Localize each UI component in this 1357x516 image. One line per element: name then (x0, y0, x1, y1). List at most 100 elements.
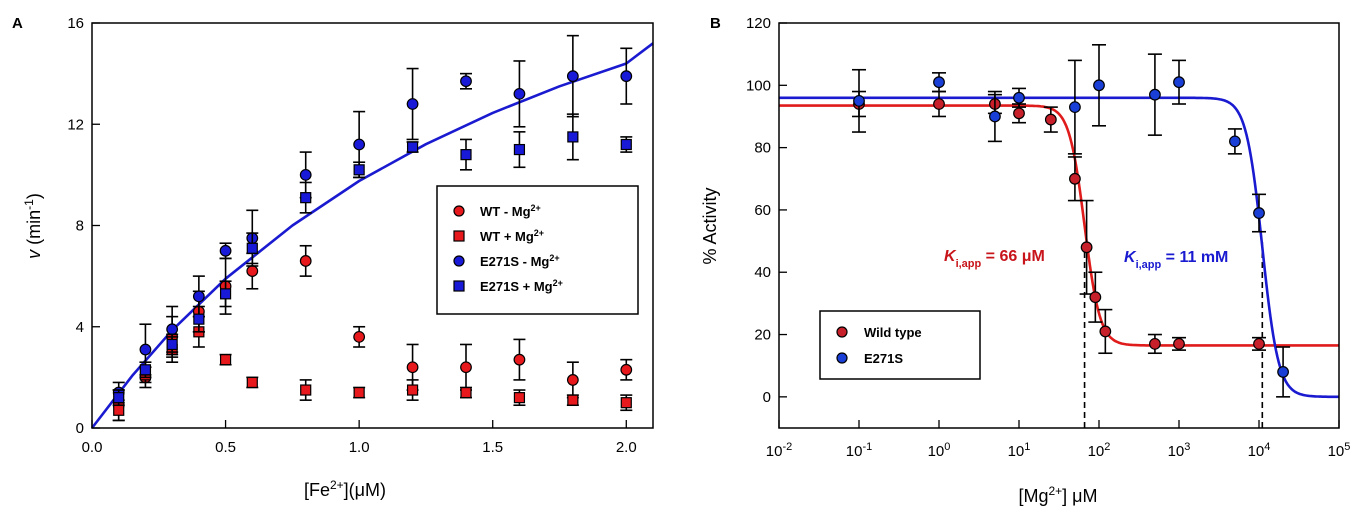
a-point-s0-9 (460, 361, 472, 374)
b-point-s1-0 (853, 94, 865, 107)
b-xtick-label-2: 100 (928, 441, 951, 460)
a-point-s0-6 (299, 255, 312, 267)
panel-b-data-points (852, 44, 1291, 398)
b-point-s0-9 (1149, 337, 1161, 350)
a-point-s3-10 (513, 143, 526, 156)
a-point-s2-2 (166, 323, 179, 336)
panel-a-y-ticks: 0 4 8 12 16 (67, 15, 100, 437)
b-point-s0-4 (1044, 113, 1057, 126)
panel-a: A v (min-1) [Fe2+](μM) 0 4 8 12 16 0.0 0.5 1.0… (12, 15, 654, 500)
b-xtick-label-3: 101 (1008, 441, 1031, 460)
a-point-s3-7 (353, 164, 365, 176)
annotation-ki-e271s: Ki,app = 11 mM (1124, 249, 1228, 271)
b-point-s0-1 (933, 98, 945, 110)
b-point-s0-10 (1173, 337, 1185, 350)
panel-a-x-ticks: 0.0 0.5 1.0 1.5 2.0 (82, 420, 637, 456)
legend-marker-e271s-minus (453, 255, 465, 267)
panel-b-plot-frame (778, 22, 1340, 429)
a-point-s2-12 (620, 70, 633, 83)
b-point-s1-4 (1069, 101, 1081, 114)
a-ytick-label-2: 8 (76, 218, 84, 235)
a-point-s2-9 (460, 75, 472, 88)
a-point-s3-6 (300, 192, 312, 204)
a-point-s0-8 (406, 361, 419, 374)
a-point-s3-5 (246, 242, 258, 254)
legend-marker-wild-type (836, 326, 848, 338)
b-xtick-label-1: 10-1 (846, 441, 872, 460)
b-xtick-label-0: 10-2 (766, 441, 792, 460)
b-ytick-label-6: 120 (746, 15, 771, 32)
legend-label-wild-type: Wild type (864, 325, 922, 340)
b-point-s1-5 (1093, 79, 1105, 92)
legend-label-e271s-minus: E271S - Mg2+ (480, 253, 560, 269)
a-point-s2-11 (566, 70, 579, 83)
b-point-s1-3 (1013, 91, 1025, 104)
legend-label-wt-minus: WT - Mg2+ (480, 203, 541, 219)
panel-a-fit-curve (90, 42, 654, 429)
panel-b-x-ticks: 10-2 10-1 100 101 102 103 104 105 (766, 420, 1350, 460)
panel-a-ylabel: v (min-1) (22, 193, 44, 259)
panel-b-ylabel: % Activity (700, 187, 720, 264)
panel-b-legend-box (819, 310, 981, 380)
b-point-s1-7 (1173, 76, 1185, 89)
a-point-s3-11 (567, 131, 579, 143)
a-point-s1-7 (353, 386, 365, 399)
b-ytick-label-2: 40 (754, 264, 771, 281)
panel-a-plot-frame (91, 22, 654, 429)
a-point-s2-4 (219, 244, 232, 257)
b-xtick-label-5: 103 (1168, 441, 1191, 460)
a-point-s2-6 (299, 168, 312, 181)
b-ytick-label-5: 100 (746, 77, 771, 94)
legend-label-e271s-plus: E271S + Mg2+ (480, 278, 563, 294)
a-xtick-label-0: 0.0 (82, 439, 103, 456)
b-ytick-label-3: 60 (754, 202, 771, 219)
legend-label-wt-plus: WT + Mg2+ (480, 228, 544, 244)
a-point-s3-2 (166, 338, 178, 351)
a-point-s1-10 (513, 392, 526, 404)
a-point-s2-10 (513, 87, 526, 100)
b-point-s0-11 (1253, 337, 1265, 350)
b-point-s1-8 (1229, 135, 1241, 148)
b-point-s1-2 (989, 110, 1001, 123)
b-xtick-label-6: 104 (1248, 441, 1271, 460)
a-point-s0-7 (353, 330, 366, 343)
a-point-s2-8 (406, 98, 419, 110)
b-fit-curve-0 (779, 104, 1339, 347)
a-point-s0-11 (566, 374, 579, 386)
a-point-s3-8 (406, 141, 419, 153)
a-ytick-label-1: 4 (76, 319, 84, 336)
a-point-s0-10 (513, 353, 526, 366)
legend-marker-wt-plus (453, 230, 465, 242)
b-ytick-label-0: 0 (763, 389, 771, 406)
a-point-s0-12 (620, 363, 633, 376)
a-point-s1-12 (620, 397, 632, 409)
a-xtick-label-3: 1.5 (482, 439, 503, 456)
a-point-s1-6 (300, 384, 312, 396)
legend-label-e271s: E271S (864, 351, 903, 366)
a-point-s3-12 (620, 138, 632, 151)
a-xtick-label-2: 1.0 (349, 439, 370, 456)
legend-marker-wt-minus (453, 205, 465, 217)
a-point-s2-3 (192, 290, 205, 303)
a-point-s1-5 (246, 376, 258, 389)
panel-b-label: B (710, 15, 721, 32)
b-point-s1-10 (1277, 366, 1289, 378)
panel-b-legend: Wild type E271S (819, 310, 981, 380)
a-point-s3-4 (219, 288, 232, 300)
panel-b-xlabel: [Mg2+] μM (1018, 484, 1097, 506)
legend-marker-e271s-plus (453, 280, 465, 292)
a-point-s2-1 (139, 343, 152, 356)
legend-marker-e271s (836, 352, 848, 364)
panel-b-dashed-lines (1083, 241, 1264, 428)
a-point-s1-0 (113, 404, 125, 416)
panel-a-legend-box (436, 185, 639, 315)
b-point-s0-3 (1013, 107, 1025, 120)
a-point-s0-5 (246, 265, 259, 277)
panel-b: B % Activity [Mg2+] μM 0 20 40 60 80 100 120 1… (700, 15, 1350, 506)
b-point-s0-8 (1099, 325, 1112, 338)
a-ytick-label-3: 12 (67, 116, 84, 133)
a-point-s3-1 (139, 364, 152, 376)
b-point-s1-9 (1253, 207, 1265, 219)
panel-a-legend: WT - Mg2+ WT + Mg2+ E271S - Mg2+ E271S +… (436, 185, 639, 315)
